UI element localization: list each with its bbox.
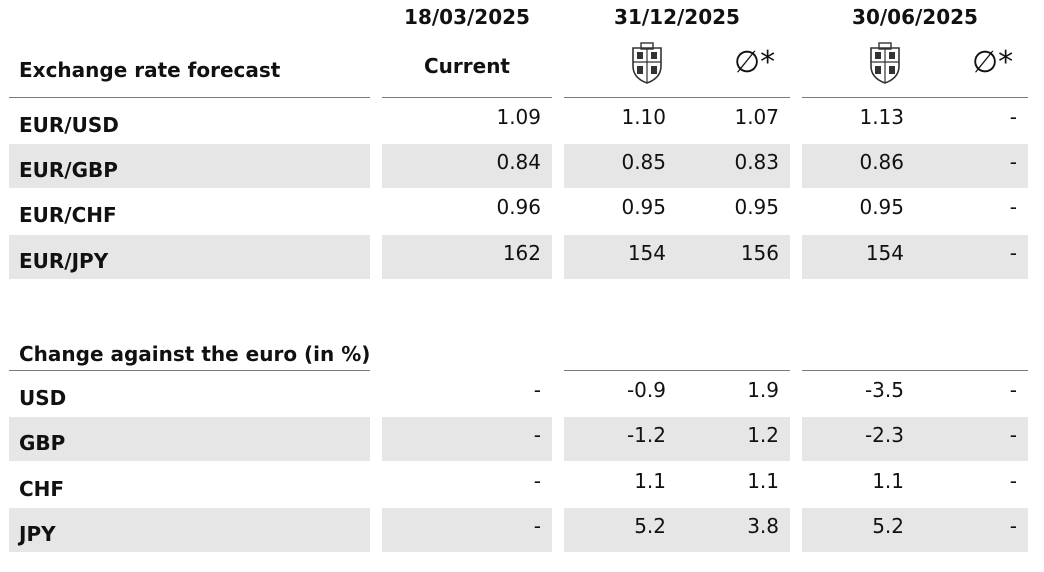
value-bank-forecast: 0.95 [621, 195, 666, 219]
table-row: EUR/CHF 0.96 0.95 0.95 0.95 - [0, 189, 1044, 233]
value-consensus: 0.95 [734, 195, 779, 219]
value-bank-forecast: -3.5 [864, 378, 904, 402]
value-consensus: 1.9 [747, 378, 779, 402]
value-current: - [533, 469, 541, 493]
table-row: EUR/JPY 162 154 156 154 - [0, 235, 1044, 279]
bank-crest-icon [632, 42, 662, 84]
value-bank-forecast: 1.1 [634, 469, 666, 493]
value-bank-forecast: 5.2 [872, 514, 904, 538]
value-bank-forecast: 154 [865, 241, 904, 265]
header-rule [802, 97, 1028, 98]
value-current: - [533, 514, 541, 538]
forecast-title: Exchange rate forecast [19, 58, 281, 82]
header-rule [382, 97, 552, 98]
value-consensus: - [1009, 378, 1017, 402]
consensus-average-label: ∅* [734, 45, 776, 80]
value-current: 162 [502, 241, 541, 265]
value-current: 0.84 [496, 150, 541, 174]
row-label: GBP [19, 431, 66, 455]
value-consensus: 1.07 [734, 105, 779, 129]
row-label: EUR/CHF [19, 203, 117, 227]
value-current: 1.09 [496, 105, 541, 129]
value-consensus: - [1009, 514, 1017, 538]
value-consensus: 156 [740, 241, 779, 265]
value-bank-forecast: 0.86 [859, 150, 904, 174]
row-label: USD [19, 386, 67, 410]
value-consensus: 0.83 [734, 150, 779, 174]
section-rule [802, 370, 1028, 371]
value-bank-forecast: 1.1 [872, 469, 904, 493]
row-label: CHF [19, 477, 65, 501]
bank-crest-icon [870, 42, 900, 84]
table-row: USD - -0.9 1.9 -3.5 - [0, 372, 1044, 416]
value-bank-forecast: 0.85 [621, 150, 666, 174]
table-row: GBP - -1.2 1.2 -2.3 - [0, 417, 1044, 461]
table-row: EUR/GBP 0.84 0.85 0.83 0.86 - [0, 144, 1044, 188]
section-rule [9, 370, 370, 371]
table-row: CHF - 1.1 1.1 1.1 - [0, 463, 1044, 507]
date-mid-year: 30/06/2025 [852, 5, 978, 29]
value-bank-forecast: 5.2 [634, 514, 666, 538]
value-consensus: - [1009, 423, 1017, 447]
value-bank-forecast: 1.10 [621, 105, 666, 129]
value-consensus: - [1009, 105, 1017, 129]
section-rule [564, 370, 790, 371]
row-label: EUR/GBP [19, 158, 118, 182]
consensus-average-label: ∅* [972, 45, 1014, 80]
value-consensus: 1.1 [747, 469, 779, 493]
value-bank-forecast: 1.13 [859, 105, 904, 129]
value-bank-forecast: -0.9 [626, 378, 666, 402]
row-label: JPY [19, 522, 56, 546]
date-year-end: 31/12/2025 [614, 5, 740, 29]
value-consensus: 1.2 [747, 423, 779, 447]
value-bank-forecast: 0.95 [859, 195, 904, 219]
row-label: EUR/USD [19, 113, 119, 137]
table-row: JPY - 5.2 3.8 5.2 - [0, 508, 1044, 552]
value-consensus: 3.8 [747, 514, 779, 538]
value-current: - [533, 423, 541, 447]
row-label: EUR/JPY [19, 249, 109, 273]
value-current: 0.96 [496, 195, 541, 219]
value-bank-forecast: 154 [627, 241, 666, 265]
date-current: 18/03/2025 [404, 5, 530, 29]
value-consensus: - [1009, 469, 1017, 493]
value-bank-forecast: -1.2 [626, 423, 666, 447]
current-label: Current [423, 54, 510, 78]
value-consensus: - [1009, 241, 1017, 265]
table-row: EUR/USD 1.09 1.10 1.07 1.13 - [0, 99, 1044, 143]
change-title: Change against the euro (in %) [19, 342, 371, 366]
value-consensus: - [1009, 150, 1017, 174]
value-bank-forecast: -2.3 [864, 423, 904, 447]
value-current: - [533, 378, 541, 402]
value-consensus: - [1009, 195, 1017, 219]
header-rule [564, 97, 790, 98]
header-rule [9, 97, 370, 98]
